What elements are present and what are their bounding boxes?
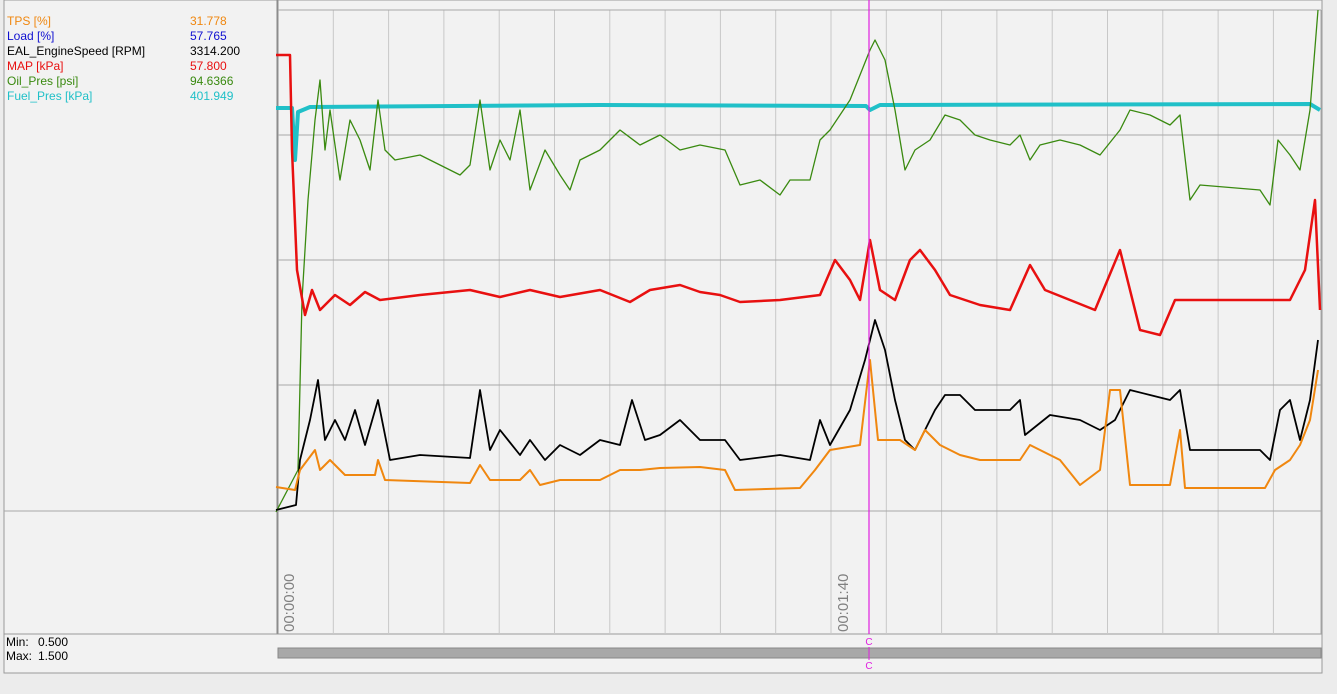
oil-pres-trace [275,9,1319,513]
tps-trace [275,359,1319,491]
map-trace [276,53,1322,337]
cursor-label: C [865,661,872,672]
legend-value: 3314.200 [190,44,240,58]
legend-name: MAP [kPa] [7,59,63,73]
panel [3,0,1323,674]
legend-name: Load [%] [7,29,54,43]
horizontal-grid [4,9,1322,634]
scrollbar[interactable] [277,647,1322,659]
legend-value: 401.949 [190,89,234,103]
time-label: 00:01:40 [835,574,852,632]
legend-value: 94.6366 [190,74,234,88]
legend-name: EAL_EngineSpeed [RPM] [7,44,145,58]
min-value: 0.500 [38,635,68,649]
vertical-grid [277,0,1274,634]
cursor-label: C [865,637,872,648]
legend-name: TPS [%] [7,14,51,28]
legend: TPS [%] 31.778 Load [%] 57.765 EAL_EngineSpe… [7,14,240,103]
engine-speed-trace [275,319,1319,511]
legend-value: 31.778 [190,14,227,28]
max-label: Max: [6,649,32,663]
legend-name: Oil_Pres [psi] [7,74,78,88]
legend-value: 57.800 [190,59,227,73]
legend-name: Fuel_Pres [kPa] [7,89,92,103]
legend-value: 57.765 [190,29,227,43]
time-label: 00:00:00 [281,574,298,632]
max-value: 1.500 [38,649,68,663]
fuel-pres-trace [276,102,1322,162]
min-label: Min: [6,635,29,649]
